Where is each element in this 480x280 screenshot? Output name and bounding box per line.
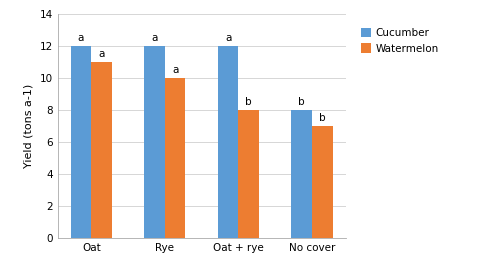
Bar (312, 126, 333, 238)
Bar (291, 110, 312, 238)
Bar (165, 78, 185, 238)
Text: b: b (319, 113, 325, 123)
Text: b: b (298, 97, 305, 107)
Legend: Cucumber, Watermelon: Cucumber, Watermelon (357, 24, 443, 58)
Bar (71, 46, 91, 238)
Text: a: a (225, 33, 231, 43)
Text: b: b (245, 97, 252, 107)
Bar (218, 46, 239, 238)
Text: a: a (98, 49, 105, 59)
Text: a: a (172, 65, 178, 75)
Bar (239, 110, 259, 238)
Y-axis label: Yield (tons a-1): Yield (tons a-1) (24, 84, 34, 168)
Text: a: a (151, 33, 158, 43)
Bar (144, 46, 165, 238)
Bar (91, 62, 112, 238)
Text: a: a (78, 33, 84, 43)
